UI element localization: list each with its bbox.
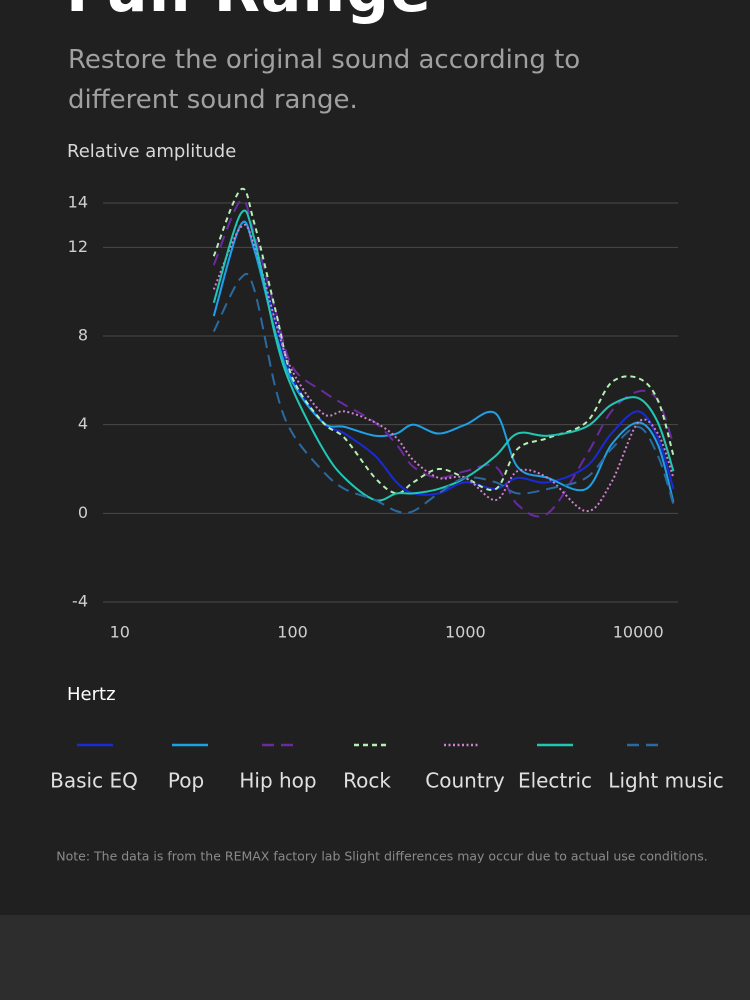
x-tick-label: 100 [277,623,308,642]
legend-label: Pop [168,769,204,793]
y-tick-label: 4 [78,414,88,433]
chart: Relative amplitude Hertz Note: The data … [50,141,724,864]
series-line [212,209,675,502]
note: Note: The data is from the REMAX factory… [56,849,708,864]
series-line [212,187,675,495]
legend-label: Light music [608,769,723,793]
legend-label: Basic EQ [50,769,138,793]
x-tick-label: 1000 [445,623,486,642]
y-axis-label: Relative amplitude [67,141,236,162]
y-tick-label: -4 [72,592,88,611]
title: Full Range [66,0,432,26]
x-tick-label: 10 [110,623,130,642]
legend-label: Electric [518,769,592,793]
y-tick-label: 12 [68,237,88,256]
legend-label: Rock [343,769,391,793]
x-axis-label: Hertz [67,684,116,705]
series-line [212,198,675,518]
subtitle: Restore the original sound according to … [68,45,581,115]
y-tick-label: 8 [78,326,88,345]
y-tick-label: 0 [78,503,88,522]
legend-label: Hip hop [239,769,316,793]
series-line [212,223,675,513]
x-tick-label: 10000 [613,623,664,642]
legend-label: Country [425,769,505,793]
y-tick-label: 14 [68,193,88,212]
footer-band [0,915,750,1000]
